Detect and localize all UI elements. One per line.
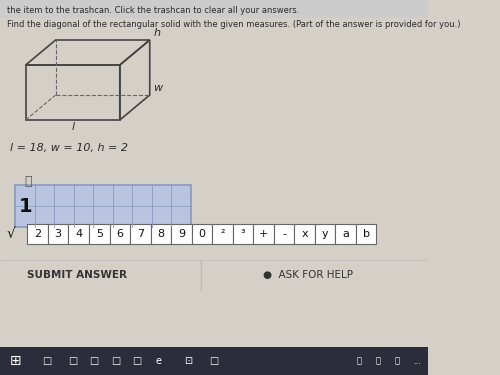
Text: □: □ [210, 356, 218, 366]
Text: 7: 7 [137, 229, 144, 239]
Bar [212, 224, 233, 244]
Text: ³: ³ [240, 229, 246, 239]
Text: 🌐: 🌐 [376, 357, 380, 366]
Bar [110, 224, 130, 244]
Text: 🗑: 🗑 [24, 175, 32, 188]
Bar [274, 224, 294, 244]
Text: ⊡: ⊡ [184, 356, 192, 366]
Text: the item to the trashcan. Click the trashcan to clear all your answers.: the item to the trashcan. Click the tras… [7, 6, 299, 15]
Bar [356, 224, 376, 244]
Bar [89, 224, 110, 244]
Text: ...: ... [414, 357, 422, 366]
Text: 5: 5 [96, 229, 102, 239]
Text: □: □ [90, 356, 98, 366]
Bar [232, 224, 254, 244]
Text: w: w [153, 83, 162, 93]
Text: √: √ [7, 227, 16, 241]
Text: y: y [322, 229, 328, 239]
Text: 8: 8 [158, 229, 164, 239]
Text: 3: 3 [54, 229, 62, 239]
Bar [0, 347, 428, 375]
Bar [294, 224, 315, 244]
Text: ●  ASK FOR HELP: ● ASK FOR HELP [263, 270, 353, 280]
Bar [192, 224, 212, 244]
Bar [16, 185, 191, 227]
Text: Find the diagonal of the rectangular solid with the given measures. (Part of the: Find the diagonal of the rectangular sol… [7, 20, 460, 29]
Text: ²: ² [220, 229, 224, 239]
Text: SUBMIT ANSWER: SUBMIT ANSWER [27, 270, 127, 280]
Text: ⊞: ⊞ [10, 354, 21, 368]
Bar [315, 224, 336, 244]
Bar [254, 224, 274, 244]
Text: □: □ [68, 356, 78, 366]
Bar [171, 224, 192, 244]
Text: □: □ [42, 356, 51, 366]
Text: e: e [156, 356, 162, 366]
Text: 4: 4 [75, 229, 82, 239]
Text: a: a [342, 229, 349, 239]
Bar [0, 0, 428, 18]
Text: -: - [282, 229, 286, 239]
Bar [336, 224, 356, 244]
Text: □: □ [132, 356, 141, 366]
Text: b: b [362, 229, 370, 239]
Text: 🔊: 🔊 [357, 357, 362, 366]
Bar [48, 224, 68, 244]
Text: □: □ [111, 356, 120, 366]
Bar [150, 224, 171, 244]
Text: l = 18, w = 10, h = 2: l = 18, w = 10, h = 2 [10, 143, 128, 153]
Text: l: l [71, 122, 74, 132]
Text: 2: 2 [34, 229, 41, 239]
Bar [130, 224, 150, 244]
Text: 📶: 📶 [394, 357, 400, 366]
Bar [28, 224, 48, 244]
Text: 6: 6 [116, 229, 123, 239]
Text: 1: 1 [18, 196, 32, 216]
Bar [68, 224, 89, 244]
Text: x: x [302, 229, 308, 239]
Text: 9: 9 [178, 229, 185, 239]
Text: h: h [153, 28, 160, 38]
Text: +: + [259, 229, 268, 239]
Text: 0: 0 [198, 229, 205, 239]
